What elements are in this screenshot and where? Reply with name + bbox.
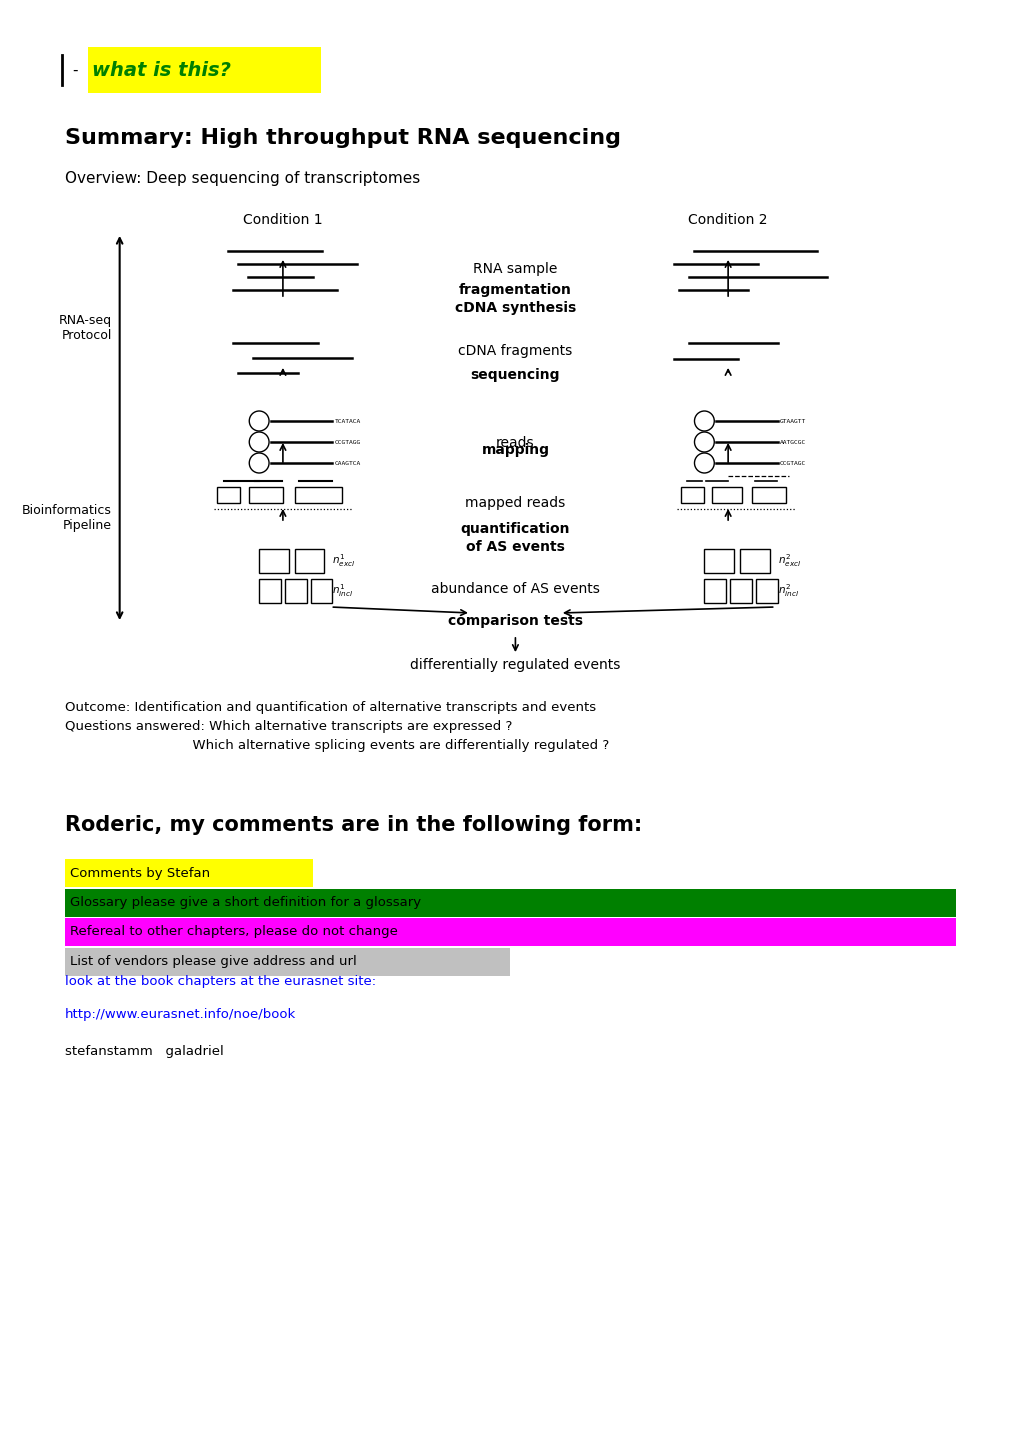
- Bar: [88, 48, 320, 92]
- Bar: [755, 579, 776, 603]
- Text: CAAGTCA: CAAGTCA: [334, 460, 361, 466]
- Text: Overview: Deep sequencing of transcriptomes: Overview: Deep sequencing of transcripto…: [65, 172, 420, 186]
- Bar: [294, 548, 324, 573]
- Bar: [704, 548, 734, 573]
- Text: Comments by Stefan: Comments by Stefan: [70, 866, 210, 879]
- Bar: [751, 486, 785, 504]
- Text: Outcome: Identification and quantification of alternative transcripts and events: Outcome: Identification and quantificati…: [65, 701, 609, 752]
- Text: reads: reads: [495, 436, 534, 450]
- Text: Refereal to other chapters, please do not change: Refereal to other chapters, please do no…: [70, 925, 397, 938]
- Bar: [216, 486, 240, 504]
- Text: look at the book chapters at the eurasnet site:: look at the book chapters at the eurasne…: [65, 975, 376, 988]
- Text: CCGTAGG: CCGTAGG: [334, 440, 361, 444]
- Text: Glossary please give a short definition for a glossary: Glossary please give a short definition …: [70, 896, 421, 909]
- Text: GTAAGTT: GTAAGTT: [779, 418, 805, 423]
- Text: http://www.eurasnet.info/noe/book: http://www.eurasnet.info/noe/book: [65, 1009, 297, 1022]
- Text: mapped reads: mapped reads: [465, 496, 565, 509]
- Bar: [284, 579, 307, 603]
- Text: what is this?: what is this?: [92, 61, 230, 79]
- Text: sequencing: sequencing: [470, 368, 559, 382]
- Text: TCATACA: TCATACA: [334, 418, 361, 423]
- Text: -: -: [72, 62, 77, 78]
- Circle shape: [694, 431, 713, 452]
- Bar: [730, 579, 751, 603]
- Text: Summary: High throughput RNA sequencing: Summary: High throughput RNA sequencing: [65, 128, 621, 149]
- Text: $n^1_{excl}$: $n^1_{excl}$: [332, 553, 356, 570]
- Bar: [711, 486, 741, 504]
- Bar: [65, 859, 312, 887]
- Text: fragmentation
cDNA synthesis: fragmentation cDNA synthesis: [454, 283, 576, 315]
- Text: Bioinformatics
Pipeline: Bioinformatics Pipeline: [21, 504, 112, 532]
- Circle shape: [249, 431, 269, 452]
- Text: stefanstamm   galadriel: stefanstamm galadriel: [65, 1045, 224, 1058]
- Circle shape: [694, 453, 713, 473]
- Text: AATGCGC: AATGCGC: [779, 440, 805, 444]
- Text: Condition 1: Condition 1: [243, 214, 322, 227]
- Bar: [65, 918, 955, 947]
- Text: Roderic, my comments are in the following form:: Roderic, my comments are in the followin…: [65, 815, 642, 835]
- Text: $n^2_{incl}$: $n^2_{incl}$: [776, 583, 798, 599]
- Circle shape: [694, 411, 713, 431]
- Text: CCGTAGC: CCGTAGC: [779, 460, 805, 466]
- Text: cDNA fragments: cDNA fragments: [458, 343, 572, 358]
- Bar: [259, 548, 288, 573]
- Bar: [311, 579, 332, 603]
- Bar: [249, 486, 282, 504]
- Text: $n^2_{excl}$: $n^2_{excl}$: [776, 553, 800, 570]
- Text: RNA-seq
Protocol: RNA-seq Protocol: [58, 315, 112, 342]
- Bar: [294, 486, 342, 504]
- Bar: [739, 548, 769, 573]
- Text: List of vendors please give address and url: List of vendors please give address and …: [70, 955, 357, 968]
- Bar: [65, 948, 510, 975]
- Text: RNA sample: RNA sample: [473, 263, 557, 276]
- Bar: [259, 579, 280, 603]
- Text: quantification
of AS events: quantification of AS events: [461, 522, 570, 554]
- Text: comparison tests: comparison tests: [447, 615, 582, 628]
- Text: Condition 2: Condition 2: [688, 214, 767, 227]
- Text: mapping: mapping: [481, 443, 549, 457]
- Bar: [65, 889, 955, 916]
- Circle shape: [249, 453, 269, 473]
- Bar: [704, 579, 726, 603]
- Text: differentially regulated events: differentially regulated events: [410, 658, 620, 672]
- Text: $n^1_{incl}$: $n^1_{incl}$: [332, 583, 354, 599]
- Circle shape: [249, 411, 269, 431]
- Text: abundance of AS events: abundance of AS events: [431, 582, 599, 596]
- Bar: [680, 486, 704, 504]
